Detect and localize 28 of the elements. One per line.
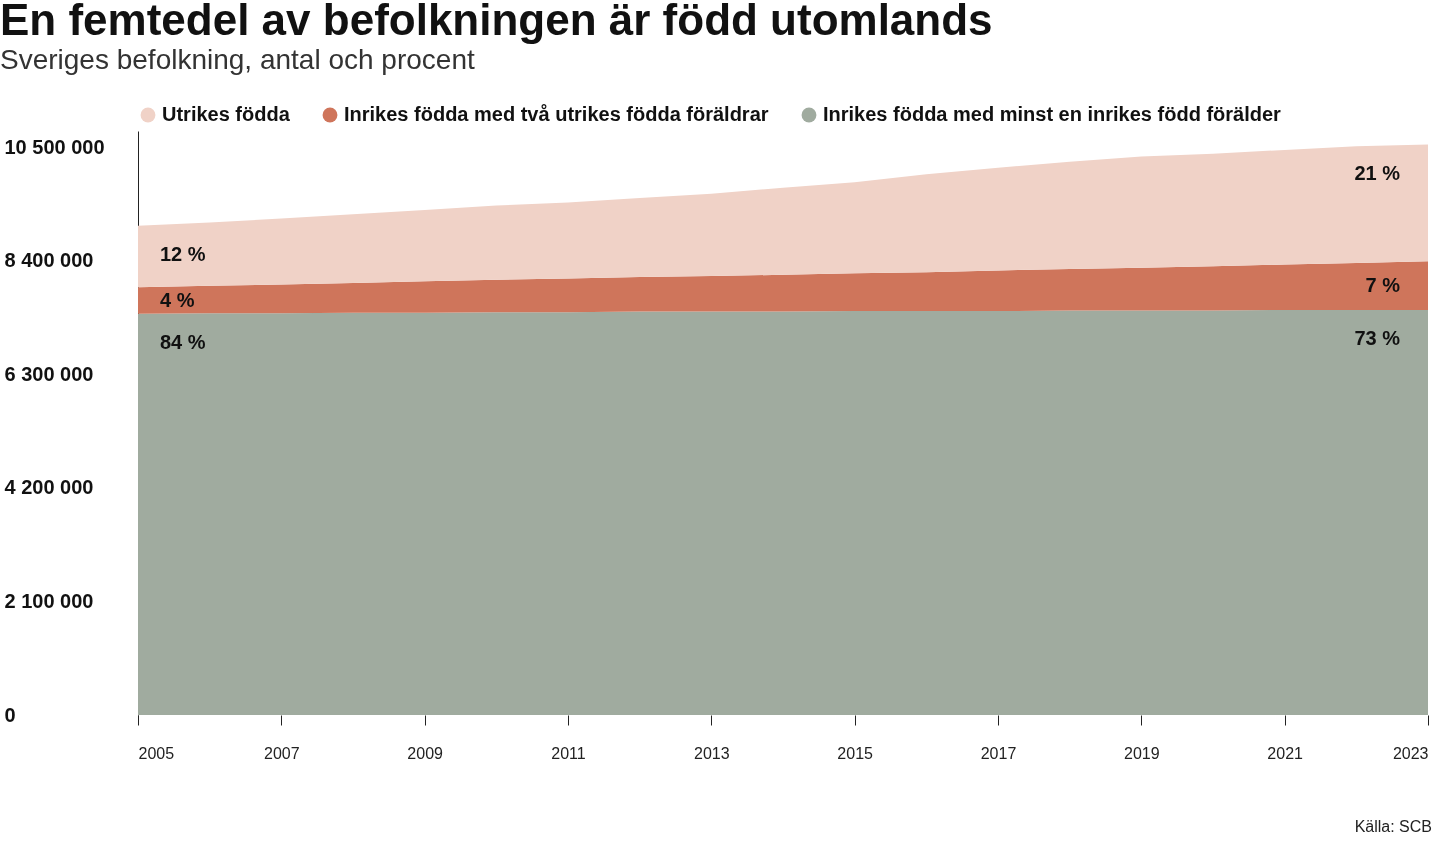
annotation: 84 % <box>160 330 206 353</box>
annotation: 7 % <box>1365 273 1401 296</box>
chart-subtitle: Sveriges befolkning, antal och procent <box>0 44 475 75</box>
x-tick-label: 2007 <box>264 744 300 762</box>
x-tick-label: 2005 <box>138 744 175 762</box>
legend-label: Inrikes födda med två utrikes födda föräldrar <box>344 103 769 125</box>
y-tick-label: 2 100 000 <box>4 589 94 612</box>
legend-label: Utrikes födda <box>162 103 291 125</box>
y-tick-label: 8 400 000 <box>4 249 94 272</box>
legend-label: Inrikes födda med minst en inrikes född förälder <box>823 103 1282 125</box>
x-tick-label: 2009 <box>407 744 444 762</box>
annotation: 73 % <box>1354 327 1401 350</box>
x-tick-label: 2021 <box>1267 744 1304 762</box>
x-tick-label: 2019 <box>1124 744 1160 762</box>
y-tick-label: 10 500 000 <box>4 135 105 158</box>
text: Källa: SCB <box>1354 818 1432 836</box>
x-tick-label: 2015 <box>837 744 874 762</box>
x-tick-label: 2011 <box>551 744 586 762</box>
chart-title: En femtedel av befolkningen är född utomlands <box>0 0 993 44</box>
annotation: 12 % <box>160 242 206 265</box>
annotation: 21 % <box>1354 161 1401 184</box>
x-tick-label: 2013 <box>694 744 730 762</box>
y-tick-label: 6 300 000 <box>4 362 94 385</box>
x-tick-label: 2023 <box>1392 744 1429 762</box>
y-tick-label: 4 200 000 <box>4 476 94 499</box>
annotation: 4 % <box>160 288 195 311</box>
x-tick-label: 2017 <box>980 744 1017 762</box>
y-tick-label: 0 <box>4 703 16 726</box>
